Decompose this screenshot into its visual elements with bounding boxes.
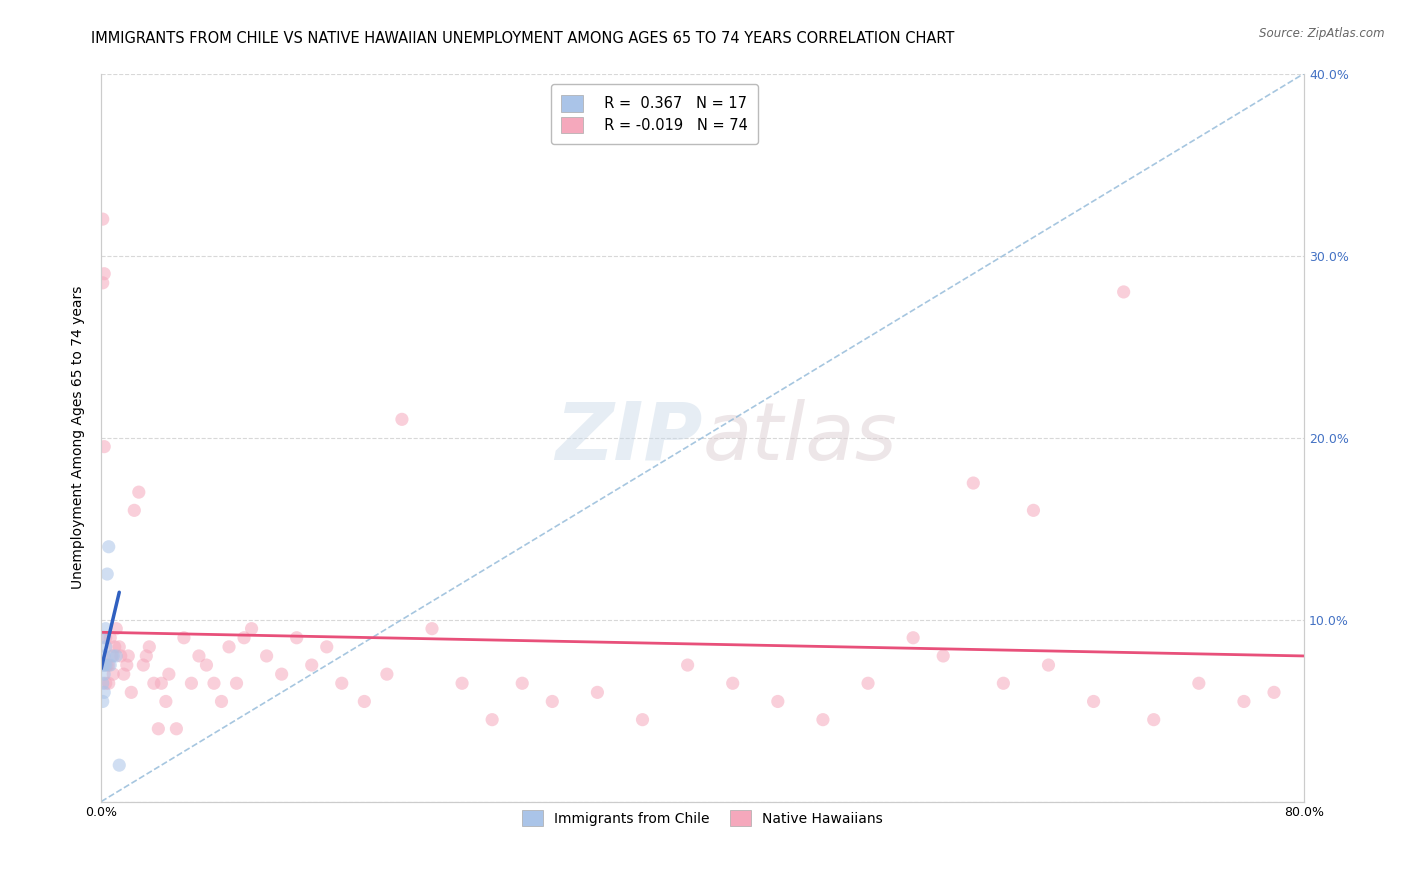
Point	[1143, 713, 1166, 727]
Point	[962, 476, 984, 491]
Point	[94, 658, 117, 673]
Point	[225, 676, 247, 690]
Text: Source: ZipAtlas.com: Source: ZipAtlas.com	[1260, 27, 1385, 40]
Point	[94, 631, 117, 645]
Point	[1022, 503, 1045, 517]
Point	[811, 713, 834, 727]
Point	[108, 758, 131, 772]
Point	[1233, 694, 1256, 708]
Point	[285, 631, 308, 645]
Point	[93, 667, 115, 681]
Point	[391, 412, 413, 426]
Point	[721, 676, 744, 690]
Point	[98, 658, 121, 673]
Point	[420, 622, 443, 636]
Point	[93, 631, 115, 645]
Point	[91, 694, 114, 708]
Point	[93, 267, 115, 281]
Point	[165, 722, 187, 736]
Point	[676, 658, 699, 673]
Point	[93, 648, 115, 663]
Point	[93, 658, 115, 673]
Point	[315, 640, 337, 654]
Point	[105, 622, 128, 636]
Point	[96, 567, 118, 582]
Point	[138, 640, 160, 654]
Point	[510, 676, 533, 690]
Point	[103, 667, 125, 681]
Point	[301, 658, 323, 673]
Point	[115, 658, 138, 673]
Legend: Immigrants from Chile, Native Hawaiians: Immigrants from Chile, Native Hawaiians	[513, 802, 891, 835]
Point	[148, 722, 170, 736]
Point	[132, 658, 155, 673]
Point	[120, 685, 142, 699]
Text: IMMIGRANTS FROM CHILE VS NATIVE HAWAIIAN UNEMPLOYMENT AMONG AGES 65 TO 74 YEARS : IMMIGRANTS FROM CHILE VS NATIVE HAWAIIAN…	[91, 31, 955, 46]
Point	[481, 713, 503, 727]
Point	[104, 640, 127, 654]
Point	[91, 658, 114, 673]
Point	[1263, 685, 1285, 699]
Point	[218, 640, 240, 654]
Point	[103, 648, 125, 663]
Point	[97, 676, 120, 690]
Point	[94, 640, 117, 654]
Point	[451, 676, 474, 690]
Point	[110, 648, 132, 663]
Text: atlas: atlas	[703, 399, 897, 476]
Point	[97, 658, 120, 673]
Point	[1083, 694, 1105, 708]
Point	[1188, 676, 1211, 690]
Point	[256, 648, 278, 663]
Point	[993, 676, 1015, 690]
Point	[211, 694, 233, 708]
Point	[96, 658, 118, 673]
Point	[1112, 285, 1135, 299]
Point	[155, 694, 177, 708]
Point	[150, 676, 173, 690]
Point	[541, 694, 564, 708]
Point	[180, 676, 202, 690]
Point	[631, 713, 654, 727]
Point	[100, 648, 122, 663]
Point	[91, 276, 114, 290]
Point	[105, 648, 128, 663]
Point	[157, 667, 180, 681]
Point	[202, 676, 225, 690]
Point	[330, 676, 353, 690]
Point	[128, 485, 150, 500]
Point	[93, 440, 115, 454]
Point	[112, 667, 135, 681]
Point	[932, 648, 955, 663]
Point	[142, 676, 165, 690]
Point	[94, 676, 117, 690]
Point	[270, 667, 292, 681]
Point	[856, 676, 879, 690]
Y-axis label: Unemployment Among Ages 65 to 74 years: Unemployment Among Ages 65 to 74 years	[72, 285, 86, 590]
Point	[195, 658, 218, 673]
Point	[586, 685, 609, 699]
Point	[98, 631, 121, 645]
Point	[124, 503, 146, 517]
Point	[233, 631, 256, 645]
Point	[173, 631, 195, 645]
Point	[91, 676, 114, 690]
Point	[1038, 658, 1060, 673]
Point	[353, 694, 375, 708]
Point	[240, 622, 263, 636]
Point	[375, 667, 398, 681]
Point	[135, 648, 157, 663]
Point	[108, 640, 131, 654]
Point	[91, 212, 114, 227]
Point	[97, 540, 120, 554]
Point	[93, 685, 115, 699]
Point	[766, 694, 789, 708]
Point	[187, 648, 209, 663]
Point	[117, 648, 139, 663]
Point	[901, 631, 924, 645]
Text: ZIP: ZIP	[555, 399, 703, 476]
Point	[94, 622, 117, 636]
